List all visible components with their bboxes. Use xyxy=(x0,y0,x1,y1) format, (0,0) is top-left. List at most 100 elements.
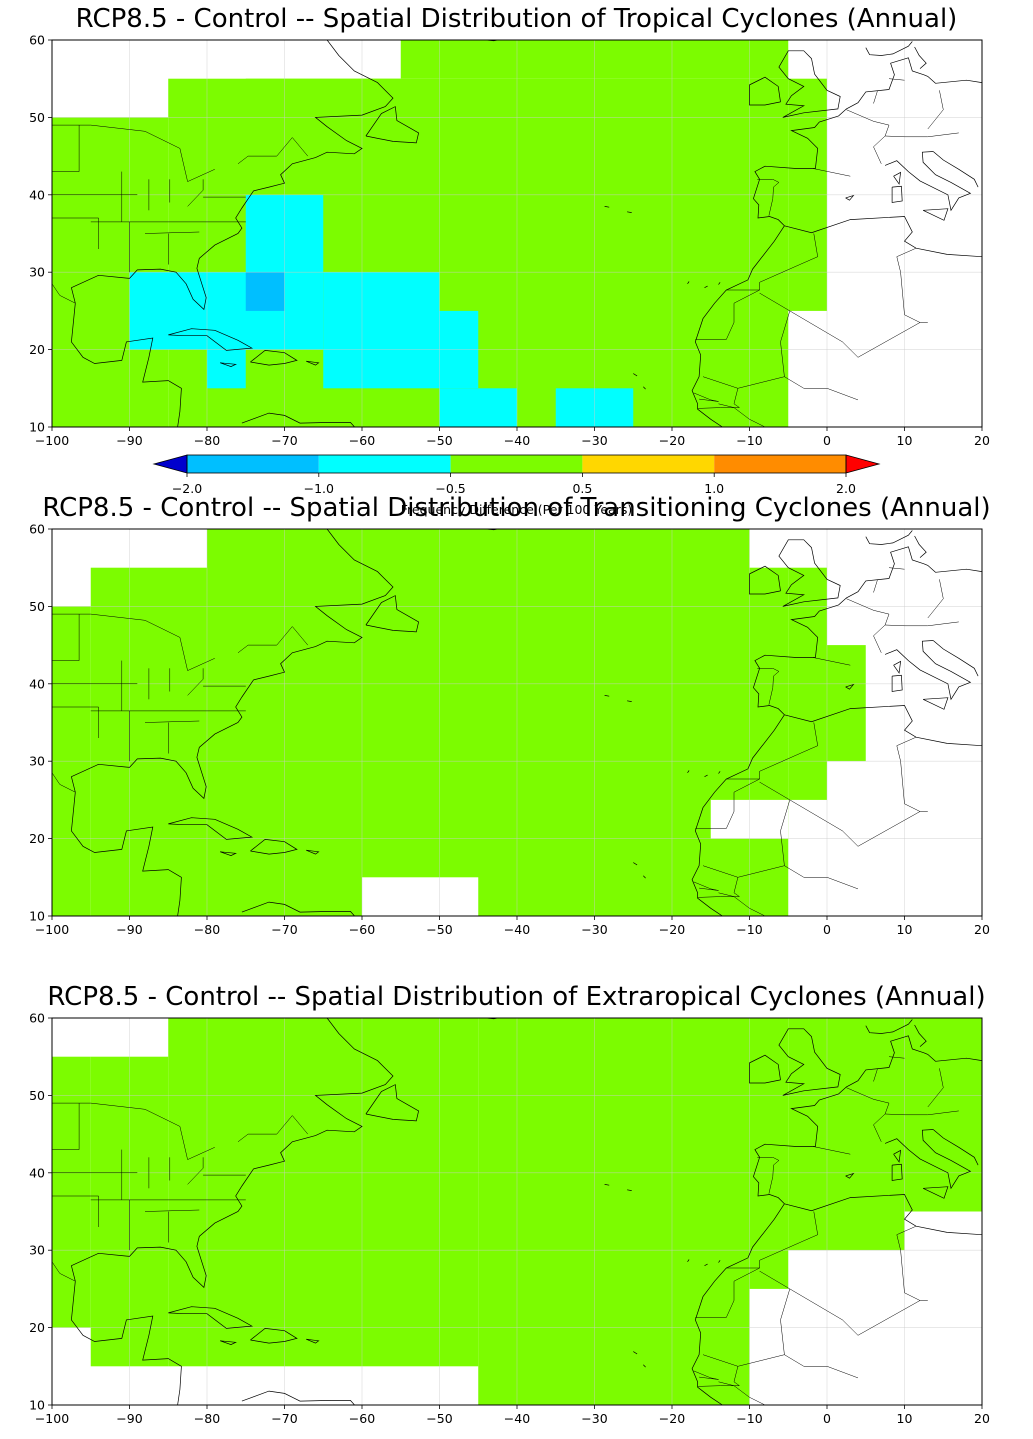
coastline xyxy=(933,641,978,677)
coastline xyxy=(923,209,948,221)
grid-cell xyxy=(207,350,246,389)
grid-cell xyxy=(130,272,324,349)
border-line xyxy=(885,133,959,137)
coastline xyxy=(846,196,854,201)
border-line xyxy=(885,622,959,626)
y-tick-label: 50 xyxy=(29,110,45,125)
coastline xyxy=(894,661,901,673)
coastline xyxy=(933,152,978,188)
colorbar-tick-label: −2.0 xyxy=(172,481,202,496)
border-line xyxy=(874,91,878,103)
grid-cell xyxy=(750,1018,789,1289)
y-tick-label: 20 xyxy=(29,1320,45,1335)
border-line xyxy=(897,248,916,272)
colorbar-bin xyxy=(451,455,583,473)
grid-cell xyxy=(323,272,439,388)
x-tick-label: −10 xyxy=(736,922,762,937)
y-tick-label: 10 xyxy=(29,909,45,924)
colorbar-tick-label: −0.5 xyxy=(435,481,465,496)
x-tick-label: −90 xyxy=(116,1411,142,1426)
x-tick-label: −100 xyxy=(35,1411,69,1426)
border-line xyxy=(874,580,878,592)
x-tick-label: 10 xyxy=(897,922,913,937)
border-line xyxy=(901,761,920,811)
border-line xyxy=(790,800,928,846)
grid-cell xyxy=(52,1057,91,1328)
y-tick-label: 40 xyxy=(29,1165,45,1180)
x-tick-label: −40 xyxy=(504,922,530,937)
grid-cell xyxy=(750,568,789,916)
y-tick-label: 60 xyxy=(29,1011,45,1026)
x-tick-label: −70 xyxy=(271,1411,297,1426)
x-tick-label: 10 xyxy=(897,1411,913,1426)
coastline xyxy=(641,1,722,12)
y-tick-label: 30 xyxy=(29,265,45,280)
x-tick-label: −30 xyxy=(581,433,607,448)
grid-cell xyxy=(827,645,866,761)
y-tick-label: 40 xyxy=(29,676,45,691)
empty-cell xyxy=(362,877,478,916)
x-tick-label: 0 xyxy=(823,1411,831,1426)
x-tick-label: −10 xyxy=(736,1411,762,1426)
coastline xyxy=(866,531,913,545)
x-tick-label: 20 xyxy=(974,1411,990,1426)
x-tick-label: −20 xyxy=(659,922,685,937)
x-tick-label: −10 xyxy=(736,433,762,448)
border-line xyxy=(784,1355,858,1378)
colorbar-label: Frequency Difference (Per 100 Years) xyxy=(401,502,632,517)
coastline xyxy=(866,42,913,56)
y-tick-label: 20 xyxy=(29,831,45,846)
x-tick-label: −60 xyxy=(349,1411,375,1426)
border-line xyxy=(784,866,858,889)
coastline xyxy=(915,536,927,558)
colorbar-tick-label: −1.0 xyxy=(304,481,334,496)
border-line xyxy=(846,599,889,653)
coastline xyxy=(242,1391,358,1409)
border-line xyxy=(784,377,858,400)
x-tick-label: −100 xyxy=(35,922,69,937)
x-tick-label: −80 xyxy=(194,922,220,937)
colorbar-bin xyxy=(187,455,319,473)
border-line xyxy=(889,568,905,570)
coastline xyxy=(892,675,902,691)
grid-cell xyxy=(478,1018,749,1405)
y-tick-label: 50 xyxy=(29,1088,45,1103)
empty-cell xyxy=(750,800,789,839)
grid-cell xyxy=(91,568,207,916)
x-tick-label: −50 xyxy=(426,433,452,448)
grid-cell xyxy=(246,272,285,311)
border-line xyxy=(901,272,920,322)
x-tick-label: −50 xyxy=(426,1411,452,1426)
x-tick-label: 20 xyxy=(974,433,990,448)
x-tick-label: 0 xyxy=(823,922,831,937)
y-tick-label: 60 xyxy=(29,522,45,537)
colorbar-bin xyxy=(714,455,846,473)
border-line xyxy=(928,579,944,618)
x-tick-label: −60 xyxy=(349,922,375,937)
grid-cell xyxy=(207,529,750,916)
coastline xyxy=(894,172,901,184)
x-tick-label: −50 xyxy=(426,922,452,937)
y-tick-label: 30 xyxy=(29,1243,45,1258)
x-tick-label: 20 xyxy=(974,922,990,937)
x-tick-label: −90 xyxy=(116,922,142,937)
x-tick-label: −60 xyxy=(349,433,375,448)
map-panel-1: −100 −90 −80 −70 −60 −50 −40 −30 −20 −10 0 10 201020… xyxy=(29,1,990,448)
y-tick-label: 60 xyxy=(29,33,45,48)
coastline xyxy=(923,698,948,710)
y-tick-label: 10 xyxy=(29,1398,45,1413)
border-line xyxy=(928,90,944,129)
colorbar-under-arrow xyxy=(154,455,187,473)
x-tick-label: −30 xyxy=(581,922,607,937)
x-tick-label: −70 xyxy=(271,922,297,937)
x-tick-label: −20 xyxy=(659,433,685,448)
coastline xyxy=(641,979,722,990)
x-tick-label: −20 xyxy=(659,1411,685,1426)
empty-cell xyxy=(711,800,750,839)
y-tick-label: 10 xyxy=(29,420,45,435)
grid-cell xyxy=(788,1018,904,1250)
x-tick-label: −40 xyxy=(504,1411,530,1426)
x-tick-label: −30 xyxy=(581,1411,607,1426)
border-line xyxy=(897,737,916,761)
x-tick-label: −100 xyxy=(35,433,69,448)
